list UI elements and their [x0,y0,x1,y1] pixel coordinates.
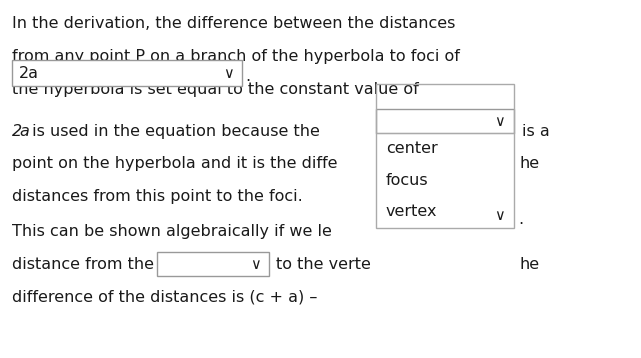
Text: center: center [386,141,438,156]
FancyBboxPatch shape [376,109,514,133]
Text: is used in the equation because the: is used in the equation because the [27,124,320,139]
Text: vertex: vertex [386,204,437,219]
FancyBboxPatch shape [376,109,514,133]
Text: difference of the distances is (c + a) –: difference of the distances is (c + a) – [12,290,317,305]
Text: is a: is a [522,124,549,139]
Text: point on the hyperbola and it is the diffe: point on the hyperbola and it is the dif… [12,156,337,171]
Text: .: . [518,212,523,227]
Text: ∨: ∨ [250,257,260,272]
Text: he: he [519,156,539,171]
FancyBboxPatch shape [376,203,514,228]
Text: from any point P on a branch of the hyperbola to foci of: from any point P on a branch of the hype… [12,49,460,64]
FancyBboxPatch shape [376,133,514,165]
Text: 2: 2 [12,124,22,139]
Text: ∨: ∨ [495,113,505,129]
Text: a: a [19,124,29,139]
Text: focus: focus [386,173,428,188]
Text: to the verte: to the verte [276,257,370,272]
Text: ∨: ∨ [495,208,505,223]
Text: the hyperbola is set equal to the constant value of: the hyperbola is set equal to the consta… [12,82,419,97]
Text: In the derivation, the difference between the distances: In the derivation, the difference betwee… [12,16,455,31]
Text: .: . [246,69,251,84]
FancyBboxPatch shape [12,60,242,86]
Text: ∨: ∨ [223,66,233,81]
Text: 2a: 2a [19,66,39,81]
Text: he: he [519,257,539,272]
Text: distances from this point to the foci.: distances from this point to the foci. [12,189,303,204]
Text: distance from the: distance from the [12,257,154,272]
FancyBboxPatch shape [157,252,269,276]
Text: This can be shown algebraically if we le: This can be shown algebraically if we le [12,224,331,239]
